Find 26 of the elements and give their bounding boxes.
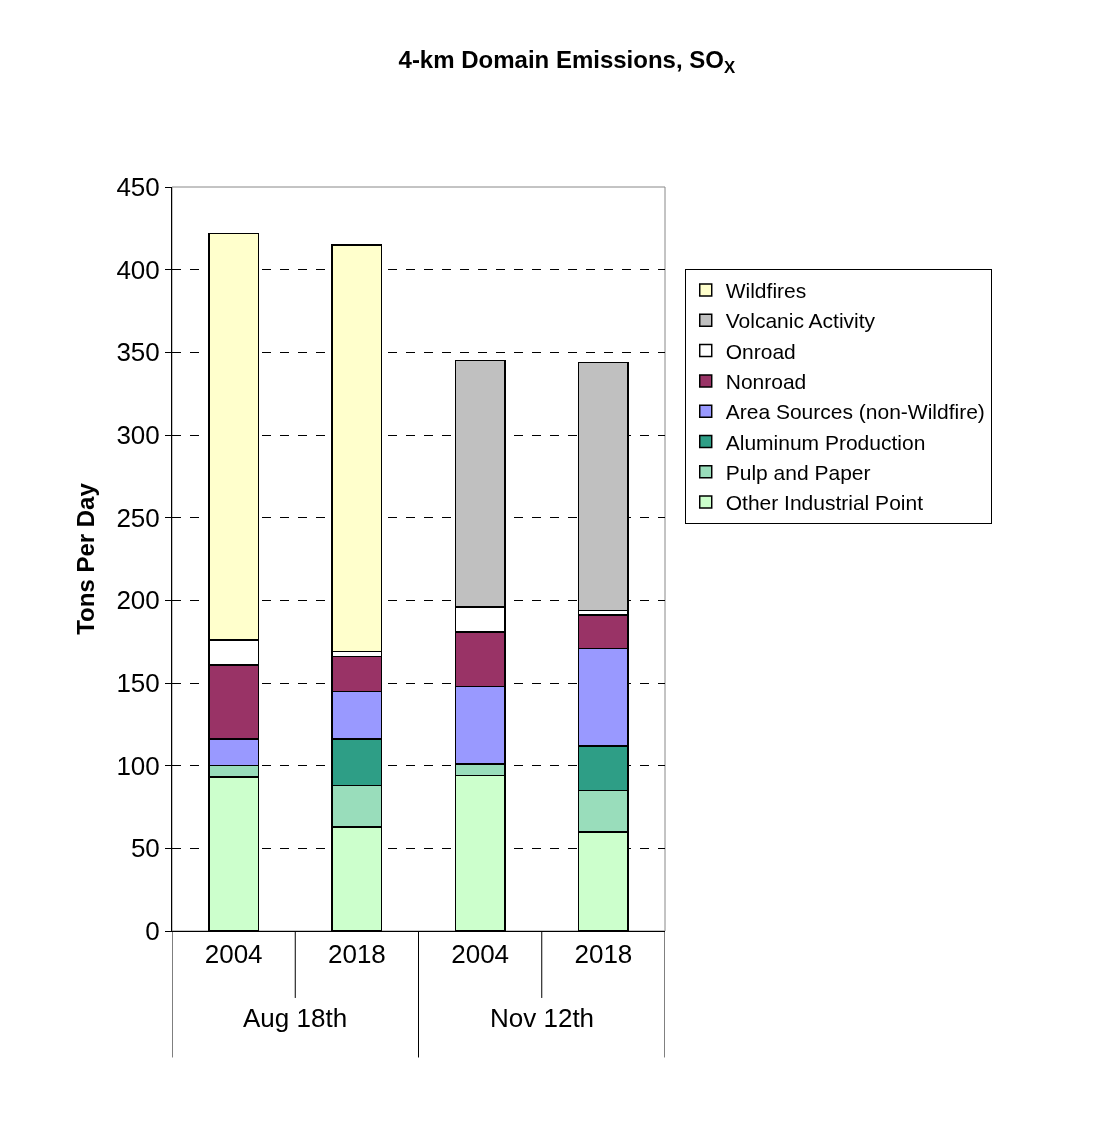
y-tick-label: 50 — [130, 833, 160, 864]
x-tick-label: 2018 — [327, 939, 386, 970]
y-tick-label: 150 — [116, 668, 160, 699]
y-tick-label: 450 — [116, 172, 160, 203]
y-tick-label: 350 — [116, 337, 160, 368]
legend-label: Other Industrial Point — [725, 491, 924, 515]
text: Nov 12th — [490, 1003, 595, 1033]
x-tick-label: 2018 — [574, 939, 633, 970]
y-tick-label: 100 — [116, 750, 160, 781]
legend-label: Pulp and Paper — [725, 460, 871, 484]
y-tick-label: 250 — [116, 502, 160, 533]
y-tick-label: 300 — [116, 420, 160, 451]
y-tick-label: 200 — [116, 585, 160, 616]
y-tick-label: 0 — [145, 916, 160, 947]
text: Aug 18th — [243, 1003, 348, 1033]
legend-label: Volcanic Activity — [725, 309, 876, 333]
legend-label: Nonroad — [725, 370, 807, 394]
chart-title: 4-km Domain Emissions, SO$_{X}$ — [398, 45, 736, 77]
x-tick-label: 2004 — [451, 939, 510, 970]
legend-label: Onroad — [725, 339, 796, 363]
y-tick-label: 400 — [116, 254, 160, 285]
legend-label: Wildfires — [725, 279, 807, 303]
legend-label: Area Sources (non-Wildfire) — [725, 400, 985, 424]
legend-label: Aluminum Production — [725, 430, 926, 454]
x-tick-label: 2004 — [204, 939, 263, 970]
y-axis-title: Tons Per Day — [71, 482, 99, 635]
